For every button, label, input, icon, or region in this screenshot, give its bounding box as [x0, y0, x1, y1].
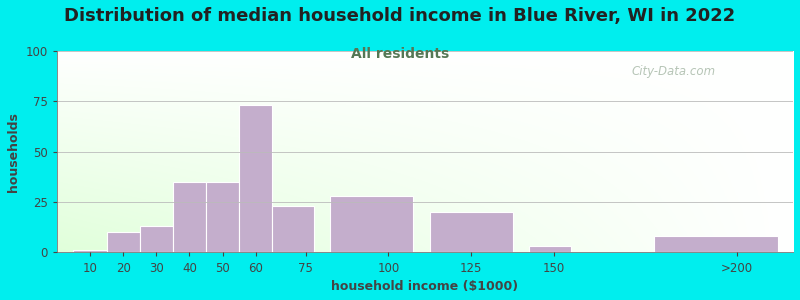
Text: Distribution of median household income in Blue River, WI in 2022: Distribution of median household income …: [64, 8, 736, 26]
Text: City-Data.com: City-Data.com: [631, 65, 715, 78]
Bar: [272, 206, 314, 253]
Bar: [140, 226, 173, 253]
X-axis label: household income ($1000): household income ($1000): [331, 280, 518, 293]
Bar: [330, 196, 414, 253]
Bar: [106, 232, 140, 253]
Bar: [430, 212, 513, 253]
Y-axis label: households: households: [7, 112, 20, 192]
Text: All residents: All residents: [351, 46, 449, 61]
Bar: [206, 182, 239, 253]
Bar: [530, 246, 571, 253]
Bar: [173, 182, 206, 253]
Bar: [654, 236, 778, 253]
Bar: [239, 105, 272, 253]
Bar: [74, 250, 106, 253]
